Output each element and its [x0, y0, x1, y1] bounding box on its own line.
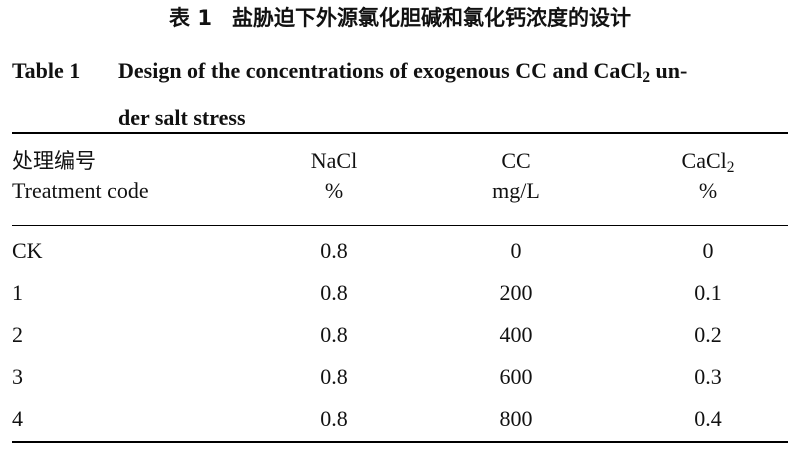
cell-cc: 200 — [499, 280, 533, 305]
header-nacl-unit: % — [324, 178, 344, 203]
cell-cacl2: 0.2 — [694, 322, 722, 347]
cell-nacl: 0.8 — [320, 322, 348, 347]
cell-cc: 400 — [499, 322, 533, 347]
table-header-row: 处理编号 Treatment code NaCl % CC mg/L CaCl2… — [12, 146, 788, 222]
table-row: 3 0.8 600 0.3 — [12, 356, 788, 398]
cell-treatment-code: 3 — [12, 364, 23, 389]
table-number-cn: 表 1 — [169, 6, 212, 30]
table-body: CK 0.8 0 0 1 0.8 200 0.1 2 0.8 400 0.2 3… — [12, 230, 788, 440]
table-title-en-subscript: 2 — [642, 68, 651, 86]
header-cacl2-unit: % — [698, 178, 718, 203]
header-treatment-code: 处理编号 Treatment code — [12, 146, 268, 222]
header-cc-name: CC — [501, 148, 531, 173]
table-row: CK 0.8 0 0 — [12, 230, 788, 272]
cell-cacl2: 0.4 — [694, 406, 722, 431]
table-title-en-part1: Design of the concentrations of exogenou… — [118, 58, 643, 83]
header-nacl: NaCl % — [268, 146, 400, 222]
header-cc: CC mg/L — [400, 146, 612, 222]
table-caption-chinese: 表 1 盐胁迫下外源氯化胆碱和氯化钙浓度的设计 — [0, 4, 800, 32]
header-cacl2-name: CaCl — [681, 148, 727, 173]
table-title-en-part2: un- — [650, 58, 688, 83]
header-cacl2-subscript: 2 — [726, 158, 735, 176]
table-header-rule — [12, 225, 788, 226]
header-cc-unit: mg/L — [492, 178, 540, 203]
cell-cacl2: 0.3 — [694, 364, 722, 389]
header-cacl2-name-wrap: CaCl2 — [628, 146, 788, 176]
table-caption-english: Table 1 Design of the concentrations of e… — [12, 47, 788, 141]
table-bottom-rule — [12, 441, 788, 443]
header-cacl2: CaCl2 % — [612, 146, 788, 222]
header-treatment-cn: 处理编号 — [12, 149, 96, 173]
header-treatment-en: Treatment code — [12, 178, 149, 203]
cell-treatment-code: 1 — [12, 280, 23, 305]
table-top-rule — [12, 132, 788, 134]
data-table: 处理编号 Treatment code NaCl % CC mg/L CaCl2… — [12, 146, 788, 431]
table-row: 4 0.8 800 0.4 — [12, 398, 788, 440]
header-nacl-name: NaCl — [310, 148, 358, 173]
cell-cc: 600 — [499, 364, 533, 389]
cell-cacl2: 0 — [702, 238, 714, 263]
cell-nacl: 0.8 — [320, 406, 348, 431]
cell-nacl: 0.8 — [320, 280, 348, 305]
cell-treatment-code: CK — [12, 238, 43, 263]
cell-cacl2: 0.1 — [694, 280, 722, 305]
table-number-en: Table 1 — [12, 58, 81, 83]
table-row: 1 0.8 200 0.1 — [12, 272, 788, 314]
cell-nacl: 0.8 — [320, 364, 348, 389]
cell-nacl: 0.8 — [320, 238, 348, 263]
table-row: 2 0.8 400 0.2 — [12, 314, 788, 356]
cell-treatment-code: 2 — [12, 322, 23, 347]
table-title-cn: 盐胁迫下外源氯化胆碱和氯化钙浓度的设计 — [231, 6, 631, 30]
cell-cc: 800 — [499, 406, 533, 431]
cell-cc: 0 — [510, 238, 522, 263]
table-title-en-continuation: der salt stress — [118, 105, 246, 130]
cell-treatment-code: 4 — [12, 406, 23, 431]
